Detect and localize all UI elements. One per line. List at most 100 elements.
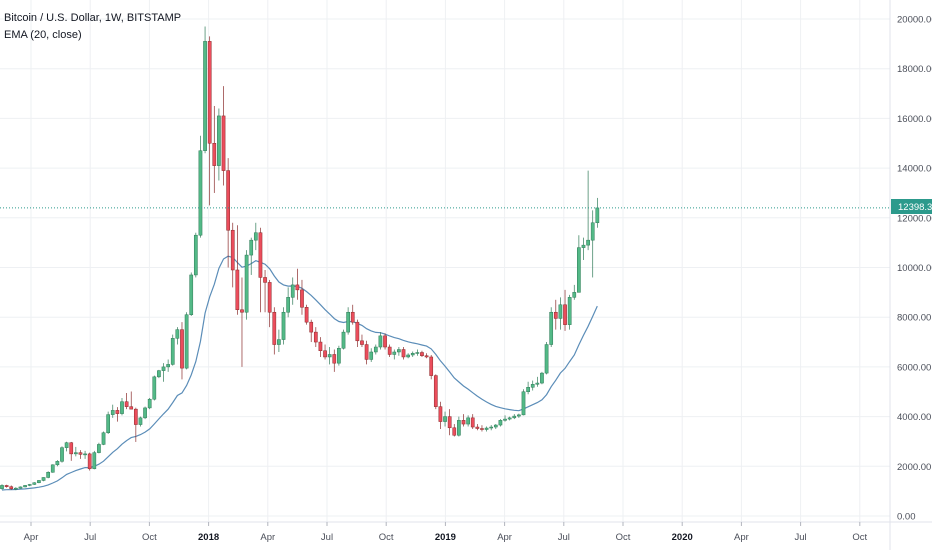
- candle: [152, 375, 157, 401]
- x-axis[interactable]: Apr Jul Oct 2018 Apr Jul Oct 2019 Apr Jul Oct 2020 A…: [24, 522, 868, 543]
- candle: [373, 344, 378, 355]
- candle-body: [175, 329, 180, 339]
- candle: [572, 284, 577, 300]
- candle: [78, 450, 83, 459]
- candle-body: [110, 410, 115, 415]
- candle-body: [193, 234, 198, 276]
- candle-body: [101, 432, 106, 445]
- candle: [133, 407, 138, 442]
- candle-body: [452, 427, 457, 436]
- candle: [540, 371, 544, 385]
- candle: [595, 197, 600, 228]
- candle: [120, 397, 124, 416]
- candle-body: [438, 406, 443, 422]
- y-axis[interactable]: 0.00 2000.00 4000.00 6000.00 8000.00 10000.00…: [897, 15, 932, 523]
- candle: [13, 487, 18, 491]
- candle-body: [350, 311, 355, 323]
- candle: [401, 347, 406, 360]
- candle-body: [521, 391, 526, 416]
- candle-body: [480, 428, 484, 430]
- candle-body: [318, 341, 323, 351]
- candle: [263, 269, 267, 313]
- candle: [97, 442, 101, 454]
- candle: [60, 446, 64, 463]
- x-tick-label: Oct: [616, 532, 631, 543]
- candle: [143, 406, 147, 420]
- candle-body: [461, 420, 466, 425]
- candle-body: [498, 420, 503, 426]
- candle: [87, 452, 92, 471]
- candle: [217, 108, 221, 181]
- candle: [553, 299, 558, 330]
- ema-line: [1, 255, 598, 491]
- candle-body: [535, 382, 540, 385]
- chart-title: Bitcoin / U.S. Dollar, 1W, BITSTAMP: [4, 12, 182, 24]
- candle: [369, 348, 374, 362]
- candle: [277, 329, 281, 352]
- y-tick-label: 4000.00: [897, 412, 931, 423]
- candle-body: [106, 414, 110, 434]
- candle-body: [133, 408, 138, 425]
- candle: [189, 272, 194, 316]
- candle-body: [300, 289, 304, 308]
- candle-body: [383, 335, 387, 348]
- candle-body: [392, 351, 397, 355]
- candle-body: [378, 335, 383, 348]
- x-tick-label: Oct: [142, 532, 157, 543]
- candle-body: [226, 170, 230, 231]
- candle-body: [567, 297, 572, 325]
- candle-body: [281, 311, 286, 340]
- candle: [226, 158, 230, 268]
- candle-body: [581, 244, 586, 248]
- candle-body: [457, 420, 461, 436]
- candle: [313, 327, 318, 348]
- candle-body: [184, 314, 189, 369]
- candle: [341, 329, 346, 350]
- candle-body: [290, 284, 295, 298]
- candle: [452, 424, 457, 437]
- candle: [258, 227, 263, 313]
- candle-body: [83, 453, 87, 456]
- candle: [295, 268, 300, 300]
- candle: [0, 484, 4, 490]
- candle: [83, 450, 87, 459]
- candle-body: [586, 239, 590, 246]
- candle-body: [364, 344, 369, 360]
- candle: [480, 425, 484, 432]
- candle-body: [286, 297, 290, 313]
- candle: [272, 307, 277, 355]
- candle-body: [18, 486, 23, 489]
- candle-body: [92, 452, 97, 470]
- candle-body: [369, 351, 374, 360]
- candle-body: [73, 452, 78, 455]
- candle: [415, 349, 420, 356]
- candle: [37, 479, 41, 484]
- candle-body: [189, 274, 194, 315]
- candle-body: [152, 376, 157, 400]
- candle: [346, 307, 350, 335]
- x-tick-label: Apr: [260, 532, 275, 543]
- candle: [106, 411, 110, 434]
- candle-body: [115, 410, 120, 414]
- candle: [115, 407, 120, 422]
- candle-body: [590, 222, 595, 241]
- candle: [286, 287, 290, 318]
- candle-body: [212, 143, 217, 166]
- candle: [332, 349, 337, 372]
- candle: [489, 425, 494, 431]
- candle-body: [433, 375, 438, 407]
- candle: [212, 105, 217, 193]
- candle: [281, 307, 286, 345]
- candle-body: [337, 348, 341, 364]
- candle-body: [493, 424, 498, 428]
- candle: [498, 419, 503, 427]
- candle: [318, 337, 323, 357]
- candle: [46, 471, 50, 479]
- candle-body: [124, 401, 129, 407]
- candle: [466, 415, 470, 427]
- candle-body: [447, 416, 452, 429]
- candle: [23, 484, 27, 488]
- candle-body: [401, 349, 406, 358]
- candle: [203, 26, 207, 154]
